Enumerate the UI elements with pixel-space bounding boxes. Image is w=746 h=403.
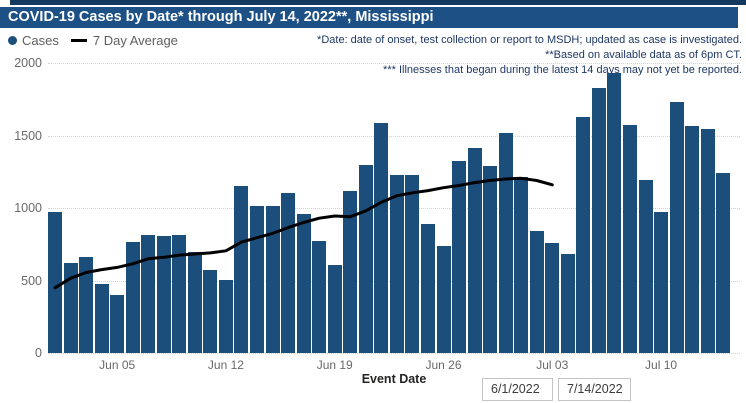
case-bar-jun-10[interactable] [187,251,202,353]
x-axis-tick-label: Jun 05 [99,358,136,372]
case-bar-jul-11[interactable] [669,102,684,353]
start-date-input[interactable]: 6/1/2022 [482,378,553,401]
avg-line-legend-icon [70,39,87,42]
case-bar-jun-13[interactable] [234,185,249,353]
case-bar-jun-9[interactable] [172,234,187,353]
case-bar-jul-7[interactable] [607,73,622,353]
x-axis-tick-label: Jun 12 [207,358,244,372]
y-axis-tick-label: 2000 [14,56,42,70]
case-bar-jul-4[interactable] [560,253,575,353]
case-bar-jul-5[interactable] [576,116,591,353]
chart-plot-area: Jun 05 Jun 12 Jun 19 Jun 26 Jul 03 Jul 10 [48,63,740,372]
case-bar-jun-4[interactable] [94,284,109,353]
case-bar-jul-10[interactable] [654,211,669,353]
case-bar-jun-30[interactable] [498,133,513,353]
y-axis-tick-label: 500 [21,273,42,288]
x-axis-tick-label: Jul 10 [645,358,678,372]
x-axis-tick-label: Jul 03 [536,358,569,372]
case-bar-jun-2[interactable] [63,263,78,353]
case-bar-jul-13[interactable] [700,129,715,353]
y-axis-tick-label: 0 [35,346,42,360]
case-bar-jun-6[interactable] [125,242,140,353]
case-bar-jun-28[interactable] [467,147,482,353]
case-bar-jun-22[interactable] [374,122,389,353]
case-bar-jun-12[interactable] [218,279,233,353]
footnotes: *Date: date of onset, test collection or… [317,33,742,78]
case-bar-jul-6[interactable] [591,88,606,353]
case-bar-jul-12[interactable] [685,126,700,353]
case-bar-jun-16[interactable] [281,192,296,353]
footnote-date-definition: *Date: date of onset, test collection or… [317,34,742,46]
case-bar-jul-8[interactable] [622,124,637,353]
footnote-data-asof: **Based on available data as of 6pm CT. [545,49,742,61]
gridline-2000 [48,63,740,64]
cases-legend-dot-icon [8,36,17,45]
case-bar-jun-18[interactable] [312,241,327,353]
case-bar-jul-2[interactable] [529,231,544,353]
case-bar-jun-19[interactable] [327,264,342,353]
case-bar-jun-25[interactable] [420,224,435,353]
end-date-input[interactable]: 7/14/2022 [558,378,631,401]
x-axis-title: Event Date [361,372,427,386]
case-bar-jun-29[interactable] [483,166,498,353]
legend-avg-label: 7 Day Average [92,33,178,48]
y-axis-tick-label: 1000 [14,201,42,215]
case-bar-jun-1[interactable] [48,212,62,353]
case-bar-jun-5[interactable] [110,295,125,353]
case-bar-jun-17[interactable] [296,213,311,353]
gridline-1500 [48,135,740,137]
case-bar-jun-3[interactable] [79,256,94,353]
case-bar-jun-23[interactable] [389,174,404,353]
case-bar-jul-1[interactable] [514,176,529,353]
x-axis-tick-label: Jun 19 [316,358,353,372]
case-bar-jun-21[interactable] [358,165,373,353]
case-bar-jun-14[interactable] [250,205,265,353]
y-axis: 0 500 1000 1500 2000 [0,56,42,360]
case-bar-jun-27[interactable] [452,160,467,353]
case-bar-jun-8[interactable] [156,235,171,353]
case-bar-jun-24[interactable] [405,174,420,353]
y-axis-tick-label: 1500 [14,128,42,143]
case-bar-jun-26[interactable] [436,246,451,353]
case-bar-jun-20[interactable] [343,191,358,353]
case-bar-jul-14[interactable] [716,173,731,353]
top-strip [10,0,746,5]
case-bar-jun-15[interactable] [265,205,280,353]
x-axis-tick-label: Jun 26 [425,358,462,372]
footnote-latest-14-days: *** Illnesses that began during the late… [383,64,742,76]
case-bar-jun-7[interactable] [141,234,156,353]
case-bar-jul-3[interactable] [545,242,560,353]
case-bar-jun-11[interactable] [203,270,218,353]
chart-legend: Cases 7 Day Average [8,33,178,48]
gridline-0 [48,353,740,354]
case-bar-jul-9[interactable] [638,179,653,353]
page-title: COVID-19 Cases by Date* through July 14,… [0,7,738,28]
legend-cases-label: Cases [22,33,59,48]
